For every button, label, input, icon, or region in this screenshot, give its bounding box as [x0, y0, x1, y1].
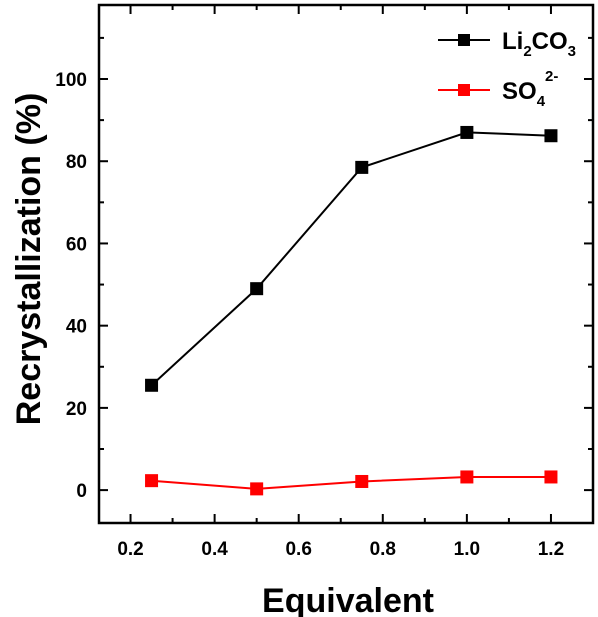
y-tick-label: 40 [66, 317, 87, 338]
legend-co-text: CO [532, 28, 568, 55]
x-tick-label: 1.0 [454, 539, 480, 560]
plot-frame [97, 3, 595, 525]
legend-li-sub: 2 [523, 43, 531, 60]
data-point-li2co3 [544, 129, 558, 143]
data-point-so4 [145, 474, 159, 488]
series-layer [145, 125, 558, 496]
x-tick-label: 0.4 [201, 539, 228, 560]
series-line-li2co3 [150, 131, 552, 387]
data-point-li2co3 [145, 378, 159, 392]
legend-marker-li2co3 [458, 34, 470, 46]
legend-so-text: SO [502, 78, 537, 105]
legend-li-text: Li [502, 28, 523, 55]
data-point-li2co3 [355, 160, 369, 174]
y-tick-label: 80 [66, 152, 87, 173]
x-tick-label: 1.2 [538, 539, 564, 560]
data-point-li2co3 [460, 125, 474, 139]
legend-marker-so4 [458, 84, 470, 96]
legend: Li2CO3 SO4 2- [438, 28, 576, 110]
x-axis-title: Equivalent [262, 582, 434, 617]
x-tick-label: 0.8 [370, 539, 396, 560]
series-line-so4 [151, 476, 551, 490]
data-point-so4 [355, 474, 369, 488]
y-tick-label: 60 [66, 234, 87, 255]
legend-co-sub: 3 [568, 43, 576, 60]
legend-entry-li2co3: Li2CO3 [438, 28, 576, 60]
data-point-li2co3 [250, 282, 264, 296]
plot-layer [97, 3, 595, 525]
legend-so-sup: 2- [545, 68, 558, 85]
ticks-layer: 0.2 0.4 0.6 0.8 1.0 1.2 0 20 40 60 80 100 [55, 5, 593, 560]
y-axis-title: Recrystallization (%) [10, 93, 48, 426]
legend-so-sub: 4 [537, 93, 546, 110]
data-point-so4 [544, 470, 558, 484]
legend-label-so4: SO4 2- [502, 68, 558, 110]
legend-entry-so4: SO4 2- [438, 68, 558, 110]
y-tick-label: 20 [66, 399, 87, 420]
legend-label-li2co3: Li2CO3 [502, 28, 576, 60]
x-tick-label: 0.6 [285, 539, 311, 560]
x-tick-label: 0.2 [117, 539, 143, 560]
data-point-so4 [250, 482, 264, 496]
y-tick-label: 0 [76, 481, 87, 502]
y-tick-label: 100 [55, 70, 87, 91]
data-point-so4 [460, 470, 474, 484]
